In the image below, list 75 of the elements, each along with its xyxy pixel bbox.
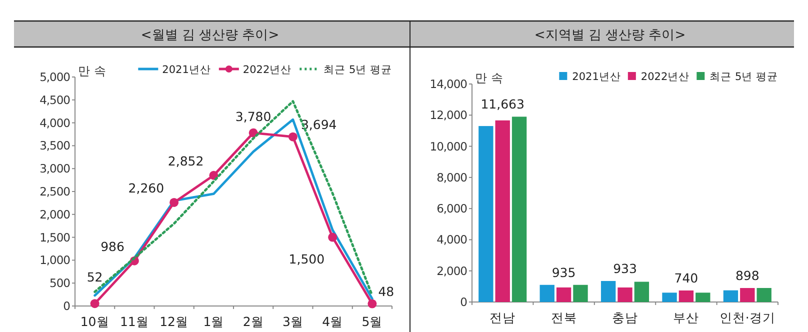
chart-title: <월별 김 생산량 추이> — [140, 28, 280, 43]
y-tick-label: 4,500 — [40, 92, 70, 107]
bar — [696, 292, 710, 302]
y-tick-label: 1,000 — [40, 253, 70, 268]
bar — [723, 290, 738, 302]
x-tick-label: 충남 — [612, 310, 638, 325]
x-tick-label: 부산 — [673, 310, 700, 325]
x-tick-label: 12월 — [160, 314, 189, 329]
bar — [600, 280, 616, 302]
data-label: 52 — [86, 270, 103, 285]
point — [368, 299, 377, 308]
y-tick-label: 500 — [50, 276, 70, 290]
point — [328, 232, 338, 242]
data-label: 935 — [552, 264, 576, 280]
legend-label: 2021년산 — [162, 64, 211, 76]
bar — [495, 120, 510, 302]
data-label: 11,663 — [480, 96, 524, 112]
y-tick-label: 14,000 — [430, 77, 468, 91]
data-label: 933 — [613, 260, 637, 276]
point — [90, 299, 100, 308]
x-tick-label: 1월 — [203, 314, 224, 329]
point — [288, 132, 298, 142]
bar — [740, 288, 755, 302]
y-tick-label: 5,000 — [40, 70, 70, 84]
y-tick-label: 4,000 — [40, 116, 70, 130]
x-tick-label: 2월 — [242, 314, 264, 329]
x-tick-label: 11월 — [120, 314, 149, 329]
legend-label: 2022년산 — [640, 71, 690, 83]
data-label: 2,260 — [128, 180, 164, 196]
y-tick-label: 0 — [63, 299, 70, 313]
legend-label: 최근 5년 평균 — [710, 71, 778, 83]
y-axis-title: 만 속 — [475, 71, 503, 85]
data-label: 740 — [674, 270, 698, 286]
y-tick-label: 2,000 — [40, 207, 70, 222]
y-tick-label: 3,500 — [40, 138, 70, 153]
y-tick-label: 2,500 — [40, 184, 70, 198]
bar — [573, 284, 588, 302]
legend-label: 2021년산 — [572, 71, 621, 83]
y-tick-label: 3,000 — [40, 162, 70, 176]
data-label: 48 — [378, 284, 394, 299]
y-tick-label: 1,500 — [40, 230, 70, 244]
y-tick-label: 10,000 — [430, 139, 468, 154]
bar — [540, 284, 554, 302]
point — [170, 198, 179, 207]
data-label: 986 — [100, 238, 124, 254]
bar — [756, 288, 772, 302]
chart-title: <지역별 김 생산량 추이> — [534, 28, 686, 43]
x-tick-label: 4월 — [322, 314, 344, 329]
y-tick-label: 0 — [460, 295, 468, 309]
y-tick-label: 4,000 — [436, 232, 468, 247]
bar — [678, 290, 694, 302]
x-tick-label: 인천·경기 — [719, 310, 776, 325]
y-tick-label: 8,000 — [436, 170, 468, 184]
data-label: 3,694 — [300, 116, 337, 132]
data-label: 1,500 — [288, 251, 325, 266]
bar — [618, 287, 632, 302]
data-label: 2,852 — [168, 153, 204, 168]
bar — [556, 287, 572, 302]
x-tick-label: 3월 — [282, 314, 304, 329]
y-tick-label: 2,000 — [436, 264, 468, 278]
y-axis-title: 만 속 — [78, 64, 106, 78]
y-tick-label: 6,000 — [436, 202, 468, 216]
bar — [478, 126, 494, 302]
x-tick-label: 전남 — [490, 310, 516, 325]
x-tick-label: 10월 — [80, 314, 110, 329]
y-tick-label: 12,000 — [430, 108, 468, 122]
bar — [662, 292, 677, 302]
legend-label: 2022년산 — [242, 64, 292, 76]
bar — [512, 116, 527, 302]
x-tick-label: 5월 — [362, 314, 383, 329]
legend-label: 최근 5년 평균 — [324, 64, 392, 76]
bar — [634, 282, 650, 302]
data-label: 3,780 — [235, 108, 272, 124]
data-label: 898 — [735, 268, 760, 283]
x-tick-label: 전북 — [550, 310, 577, 325]
